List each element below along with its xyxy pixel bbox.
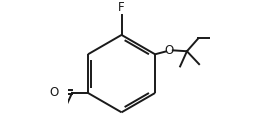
Text: O: O — [50, 86, 59, 100]
Text: O: O — [165, 44, 174, 57]
Text: F: F — [118, 1, 125, 14]
